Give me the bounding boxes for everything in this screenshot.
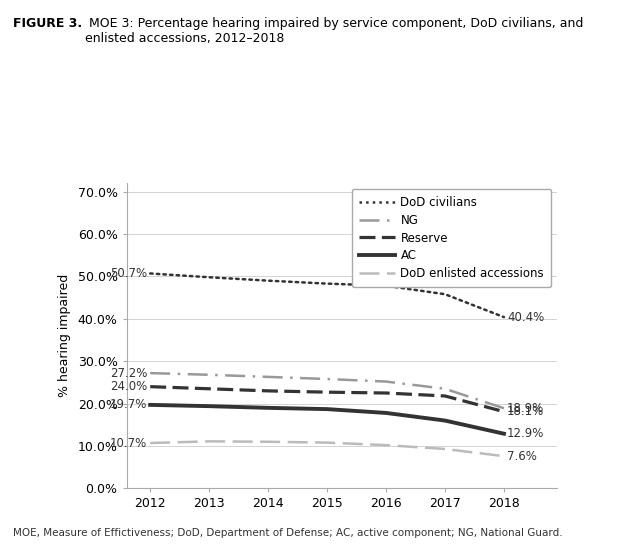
Legend: DoD civilians, NG, Reserve, AC, DoD enlisted accessions: DoD civilians, NG, Reserve, AC, DoD enli… [352,189,551,287]
Text: 27.2%: 27.2% [110,367,147,380]
Text: 12.9%: 12.9% [507,427,544,440]
Text: MOE 3: Percentage hearing impaired by service component, DoD civilians, and enli: MOE 3: Percentage hearing impaired by se… [85,17,584,44]
Y-axis label: % hearing impaired: % hearing impaired [58,274,71,397]
Text: 40.4%: 40.4% [507,311,544,324]
Text: 18.9%: 18.9% [507,402,544,415]
Text: 10.7%: 10.7% [110,437,147,450]
Text: 19.7%: 19.7% [110,398,147,411]
Text: MOE, Measure of Effictiveness; DoD, Department of Defense; AC, active component;: MOE, Measure of Effictiveness; DoD, Depa… [13,528,562,538]
Text: 7.6%: 7.6% [507,450,537,463]
Text: 24.0%: 24.0% [110,380,147,393]
Text: 18.1%: 18.1% [507,405,544,418]
Text: 50.7%: 50.7% [110,267,147,280]
Text: FIGURE 3.: FIGURE 3. [13,17,82,29]
